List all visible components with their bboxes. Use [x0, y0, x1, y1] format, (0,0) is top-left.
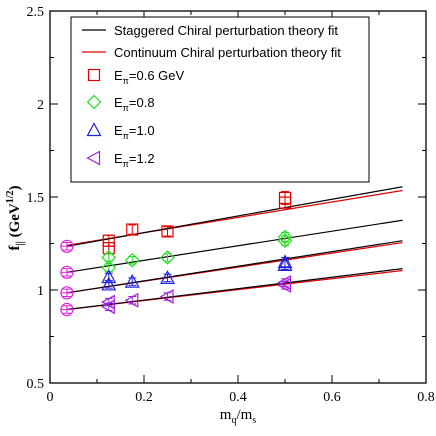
- x-tick-label: 0.4: [229, 390, 247, 405]
- data-point-triangle-up: [101, 276, 117, 291]
- legend-label-e12: Eπ=1.2: [114, 151, 155, 169]
- data-point-triangle-left: [124, 292, 139, 308]
- data-point-triangle-left: [277, 277, 292, 293]
- x-tick-label: 0.6: [323, 390, 341, 405]
- legend-box: [70, 16, 370, 183]
- data-point-triangle-up: [277, 257, 293, 271]
- legend: Staggered Chiral perturbation theory fit…: [70, 16, 370, 183]
- y-tick-label: 1.5: [27, 191, 45, 206]
- fit-lines: [66, 186, 403, 311]
- y-tick-label: 1: [37, 284, 44, 299]
- x-axis-label: mq/ms: [220, 407, 257, 426]
- x-tick-label: 0.2: [135, 390, 153, 405]
- legend-marker-diamond: [86, 94, 102, 110]
- x-tick-label: 0.8: [417, 390, 435, 405]
- data-point-diamond: [124, 252, 140, 268]
- y-axis-label: f|| (GeV1/2): [5, 185, 26, 250]
- data-point-square: [161, 225, 174, 238]
- legend-label-e10: Eπ=1.0: [114, 123, 155, 141]
- legend-label-e08: Eπ=0.8: [114, 95, 155, 113]
- data-point-square: [126, 223, 139, 236]
- staggered-fit-line: [66, 240, 403, 294]
- y-tick-label: 2.5: [27, 5, 45, 20]
- legend-markers: [86, 68, 102, 166]
- data-point-square: [278, 196, 292, 209]
- legend-marker-triangle-up: [86, 122, 102, 137]
- data-point-diamond: [277, 233, 293, 249]
- legend-marker-triangle-left: [86, 150, 101, 166]
- legend-label-continuum: Continuum Chiral perturbation theory fit: [114, 45, 341, 60]
- legend-marker-square: [87, 68, 101, 82]
- y-tick-label: 0.5: [27, 377, 45, 392]
- legend-label-e06: Eπ=0.6 GeV: [114, 68, 185, 86]
- staggered-fit-line: [66, 268, 403, 311]
- x-tick-label: 0: [47, 390, 54, 405]
- data-point-triangle-up: [124, 273, 140, 288]
- axis-ticks: 0 0.2 0.4 0.6 0.8 0.5 1 1.5 2 2.5: [27, 5, 435, 405]
- staggered-fit-line: [66, 219, 403, 273]
- legend-label-staggered: Staggered Chiral perturbation theory fit: [114, 23, 338, 38]
- data-point-triangle-left: [159, 289, 174, 305]
- staggered-fit-line: [66, 186, 403, 247]
- data-point-triangle-left: [100, 299, 115, 315]
- data-point-diamond: [160, 250, 175, 265]
- data-point-triangle-up: [159, 270, 176, 285]
- y-tick-label: 2: [37, 98, 44, 113]
- data-points: [60, 190, 293, 317]
